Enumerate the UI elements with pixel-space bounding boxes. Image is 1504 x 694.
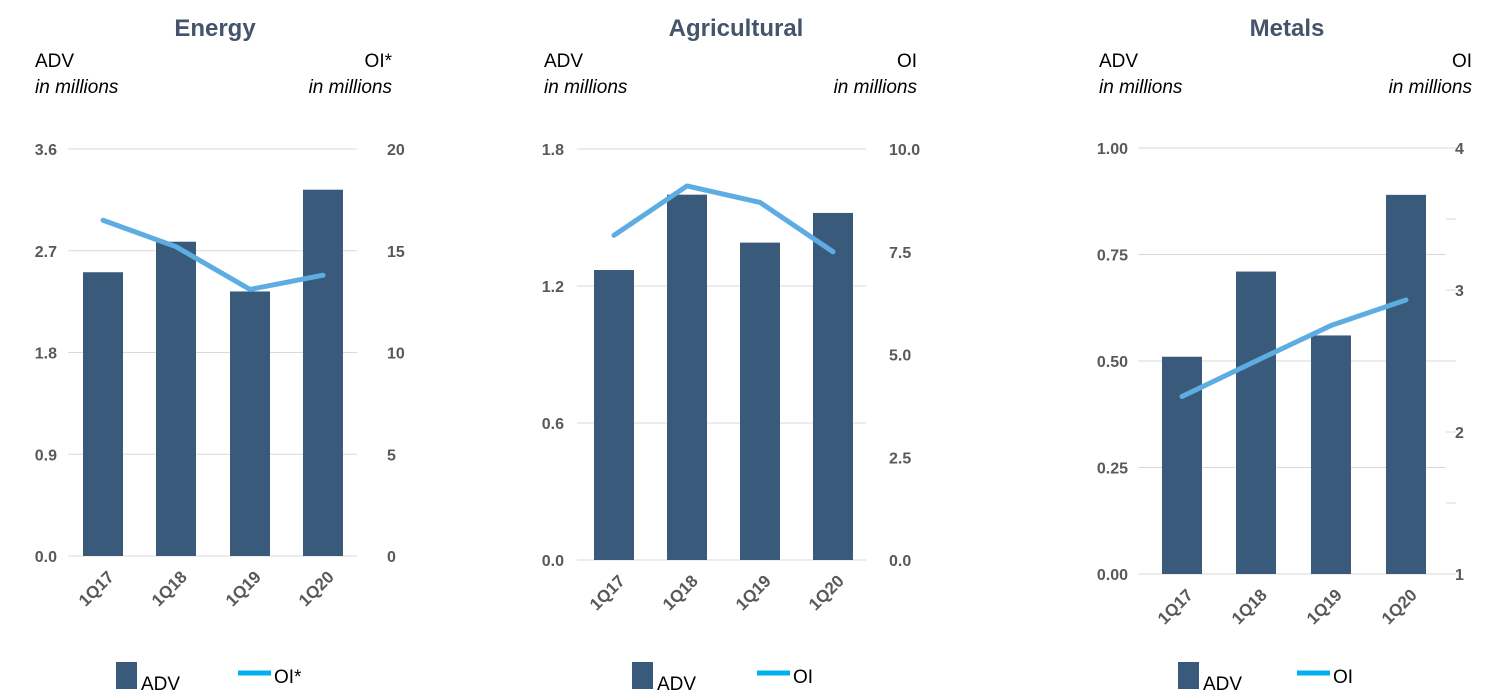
category-label: 1Q20 [805,571,848,614]
right-tick-label: 15 [387,244,405,261]
left-axis-label: ADV [35,51,74,72]
chart-title: Agricultural [669,15,804,42]
right-axis-unit: in millions [309,77,393,98]
right-axis-label: OI* [365,51,393,72]
bar-1q20 [1386,194,1426,575]
legend-adv-swatch [1178,662,1199,689]
bar-1q19 [1311,335,1351,574]
chart-panel-agricultural: Agricultural ADV in millions OI in millions 0… [542,15,920,694]
bar-1q18 [667,194,707,560]
right-tick-label: 0.0 [889,553,911,570]
chart-panel-metals: Metals ADV in millions OI in millions 0.00 0.2… [1097,15,1473,694]
right-tick-label: 5.0 [889,348,911,365]
right-tick-label: 3 [1455,283,1464,300]
right-tick-label: 7.5 [889,245,911,262]
chart-panel-energy: Energy ADV in millions OI* in millions 0.0 0.9… [35,15,405,694]
legend-adv-label: ADV [657,674,696,694]
category-label: 1Q18 [1228,585,1271,628]
bar-1q18 [1236,271,1276,574]
category-label: 1Q17 [586,571,629,614]
chart-title: Energy [174,15,256,42]
left-tick-label: 1.2 [542,279,564,296]
left-tick-label: 0.50 [1097,354,1128,371]
right-tick-label: 2 [1455,425,1464,442]
left-axis-unit: in millions [1099,77,1183,98]
right-axis-label: OI [897,51,917,72]
left-tick-label: 0.0 [35,549,57,566]
left-tick-label: 2.7 [35,244,57,261]
bar-1q17 [594,270,634,560]
left-axis-unit: in millions [544,77,628,98]
chart-title: Metals [1250,15,1325,42]
left-tick-label: 0.9 [35,447,57,464]
legend-oi-label: OI [1333,667,1353,688]
right-axis-label: OI [1452,51,1472,72]
left-axis-label: ADV [544,51,583,72]
left-tick-label: 0.0 [542,553,564,570]
legend-oi-label: OI [793,667,813,688]
right-axis-unit: in millions [1389,77,1473,98]
category-label: 1Q18 [148,567,191,610]
right-tick-label: 4 [1455,141,1464,158]
bar-1q17 [83,272,123,556]
oi-line [1179,297,1409,399]
legend-oi-label: OI* [274,667,302,688]
legend-adv-label: ADV [1203,674,1242,694]
left-tick-label: 1.8 [35,346,57,363]
legend-adv-label: ADV [141,674,180,694]
bar-1q19 [740,242,780,560]
left-tick-label: 0.00 [1097,567,1128,584]
right-tick-label: 5 [387,447,396,464]
oi-line [611,183,836,255]
oi-line [100,217,326,292]
bar-1q19 [230,291,270,556]
category-label: 1Q20 [295,567,338,610]
left-axis-unit: in millions [35,77,119,98]
right-tick-label: 2.5 [889,450,911,467]
right-axis-unit: in millions [834,77,918,98]
category-label: 1Q18 [659,571,702,614]
right-tick-label: 1 [1455,567,1464,584]
bar-1q20 [813,212,853,560]
left-tick-label: 1.00 [1097,141,1128,158]
left-tick-label: 3.6 [35,142,57,159]
legend-adv-swatch [116,662,137,689]
category-label: 1Q19 [1303,585,1346,628]
bar-1q17 [1162,356,1202,574]
right-tick-label: 20 [387,142,405,159]
left-tick-label: 1.8 [542,142,564,159]
bar-1q20 [303,189,343,556]
category-label: 1Q17 [75,567,118,610]
category-label: 1Q17 [1154,585,1197,628]
left-tick-label: 0.25 [1097,461,1128,478]
category-label: 1Q19 [732,571,775,614]
left-tick-label: 0.75 [1097,248,1128,265]
left-tick-label: 0.6 [542,416,564,433]
right-tick-label: 0 [387,549,396,566]
right-tick-label: 10 [387,346,405,363]
legend-adv-swatch [632,662,653,689]
left-axis-label: ADV [1099,51,1138,72]
category-label: 1Q19 [222,567,265,610]
right-tick-label: 10.0 [889,142,920,159]
category-label: 1Q20 [1378,585,1421,628]
bar-1q18 [156,241,196,556]
